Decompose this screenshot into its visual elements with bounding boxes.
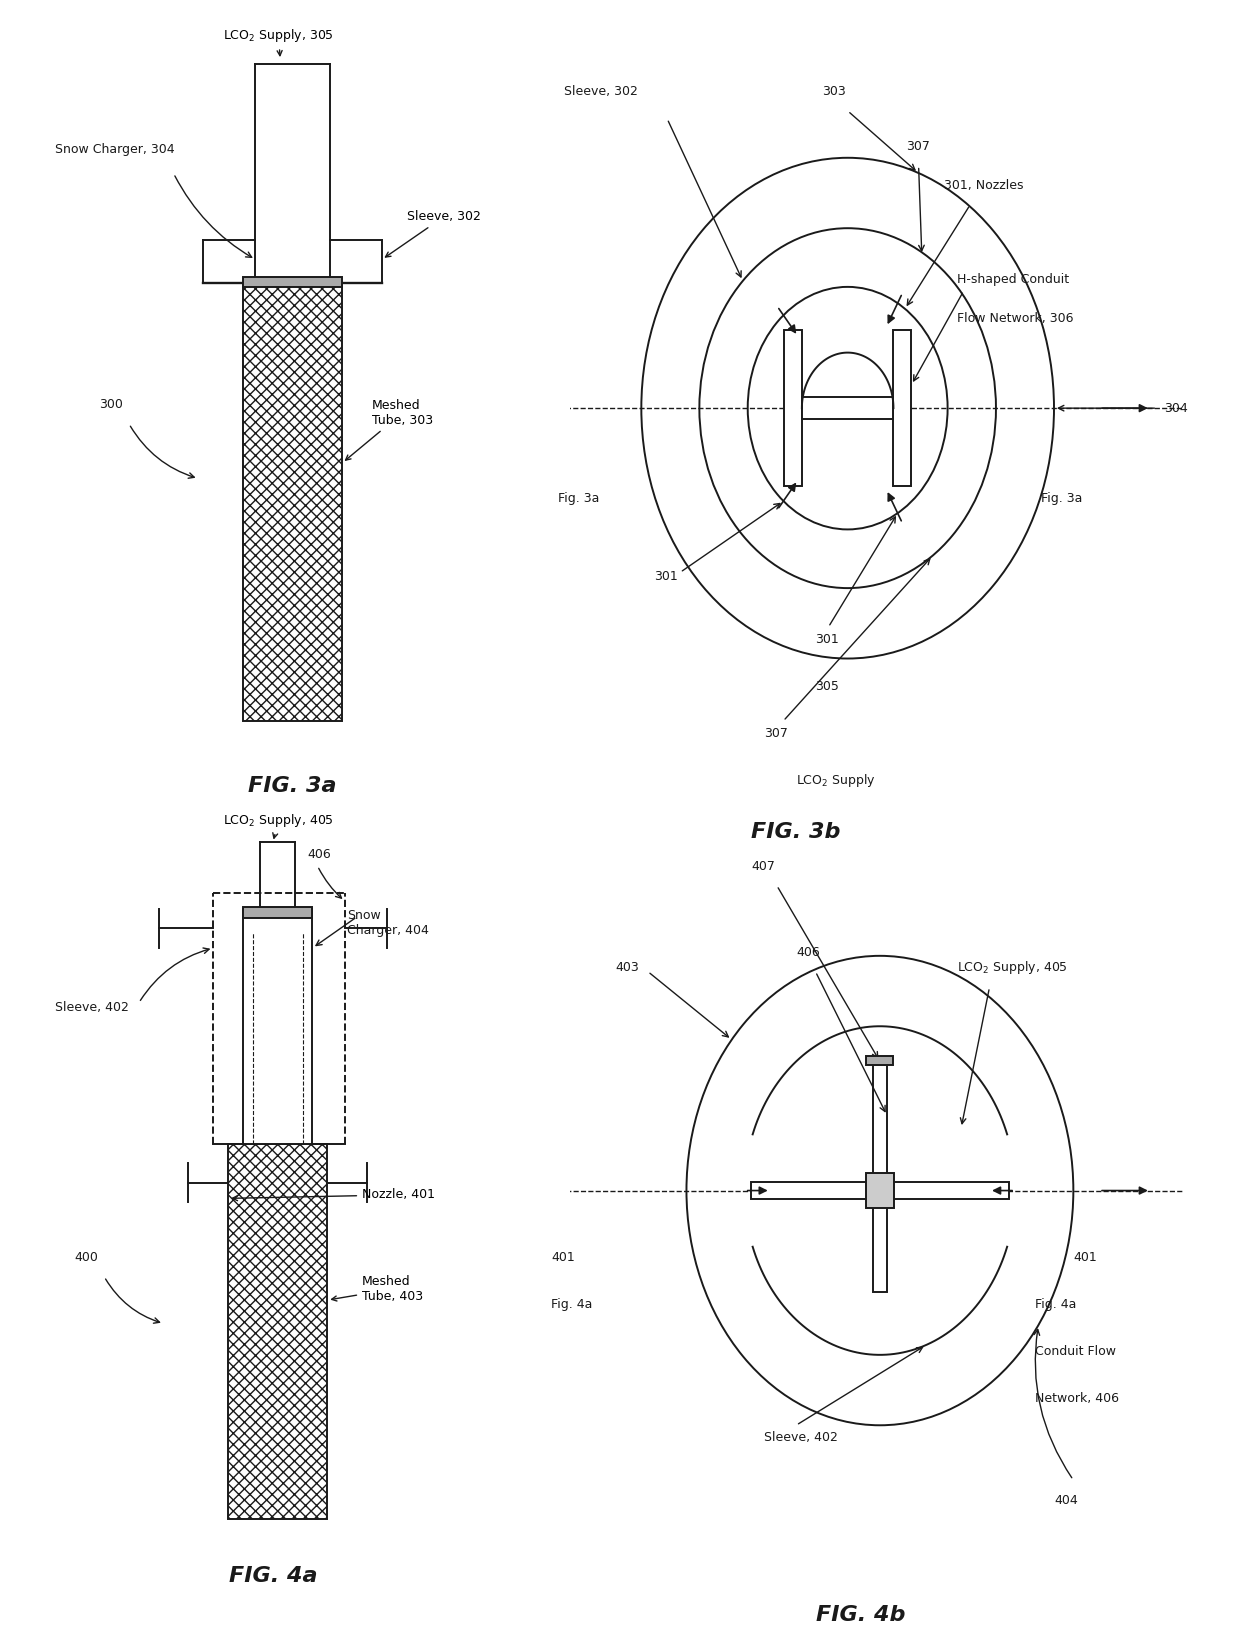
Text: Nozzle, 401: Nozzle, 401 [232, 1188, 435, 1201]
Text: 301: 301 [655, 570, 678, 584]
Bar [873, 1190, 887, 1293]
Text: Flow Network, 306: Flow Network, 306 [957, 311, 1074, 324]
Bar [751, 1182, 1008, 1200]
Bar [228, 1144, 327, 1519]
Text: Sleeve, 402: Sleeve, 402 [55, 1001, 129, 1014]
Text: FIG. 4a: FIG. 4a [228, 1566, 317, 1586]
Bar [243, 277, 342, 287]
Text: 404: 404 [1054, 1493, 1078, 1506]
Text: LCO$_2$ Supply, 305: LCO$_2$ Supply, 305 [223, 28, 334, 55]
Text: 406: 406 [796, 945, 820, 958]
Text: Sleeve, 302: Sleeve, 302 [564, 85, 637, 98]
Text: Fig. 4a: Fig. 4a [551, 1297, 593, 1311]
Text: Snow
Charger, 404: Snow Charger, 404 [347, 910, 429, 937]
Text: LCO$_2$ Supply, 405: LCO$_2$ Supply, 405 [223, 812, 334, 838]
Text: 406: 406 [308, 848, 331, 861]
Text: 301: 301 [816, 632, 839, 645]
Text: FIG. 4b: FIG. 4b [816, 1606, 905, 1625]
Text: 400: 400 [74, 1250, 98, 1263]
Text: Meshed
Tube, 303: Meshed Tube, 303 [346, 399, 433, 460]
Bar [243, 910, 312, 1144]
Text: Meshed
Tube, 403: Meshed Tube, 403 [331, 1275, 423, 1302]
Text: Fig. 3a: Fig. 3a [558, 492, 599, 505]
Bar [802, 398, 894, 419]
Text: 401: 401 [1074, 1250, 1097, 1263]
Text: 305: 305 [816, 680, 839, 693]
Text: Sleeve, 402: Sleeve, 402 [764, 1431, 838, 1444]
Text: 303: 303 [822, 85, 846, 98]
Bar [243, 284, 342, 720]
Text: LCO$_2$ Supply: LCO$_2$ Supply [796, 771, 875, 789]
Text: 407: 407 [751, 859, 775, 872]
Text: 401: 401 [551, 1250, 575, 1263]
Bar [243, 906, 312, 918]
Text: FIG. 3a: FIG. 3a [248, 776, 337, 795]
Text: LCO$_2$ Supply, 405: LCO$_2$ Supply, 405 [957, 960, 1068, 976]
Text: 307: 307 [905, 140, 930, 153]
Text: Snow Charger, 304: Snow Charger, 304 [55, 143, 174, 156]
Text: 304: 304 [1163, 401, 1188, 414]
Text: Fig. 3a: Fig. 3a [1042, 492, 1083, 505]
Text: 301, Nozzles: 301, Nozzles [945, 179, 1024, 192]
Text: Fig. 4a: Fig. 4a [1034, 1297, 1076, 1311]
Text: 307: 307 [764, 727, 787, 740]
Text: Network, 406: Network, 406 [1034, 1392, 1118, 1405]
Text: 403: 403 [615, 962, 640, 975]
Text: 300: 300 [99, 398, 123, 411]
Bar [894, 329, 911, 486]
Text: H-shaped Conduit: H-shaped Conduit [957, 272, 1069, 285]
Bar [866, 1174, 894, 1208]
Bar [873, 1066, 887, 1190]
Bar [867, 1056, 894, 1066]
Text: FIG. 3b: FIG. 3b [751, 823, 841, 843]
Bar [784, 329, 802, 486]
Text: Conduit Flow: Conduit Flow [1034, 1345, 1116, 1358]
Text: Sleeve, 302: Sleeve, 302 [386, 210, 481, 258]
